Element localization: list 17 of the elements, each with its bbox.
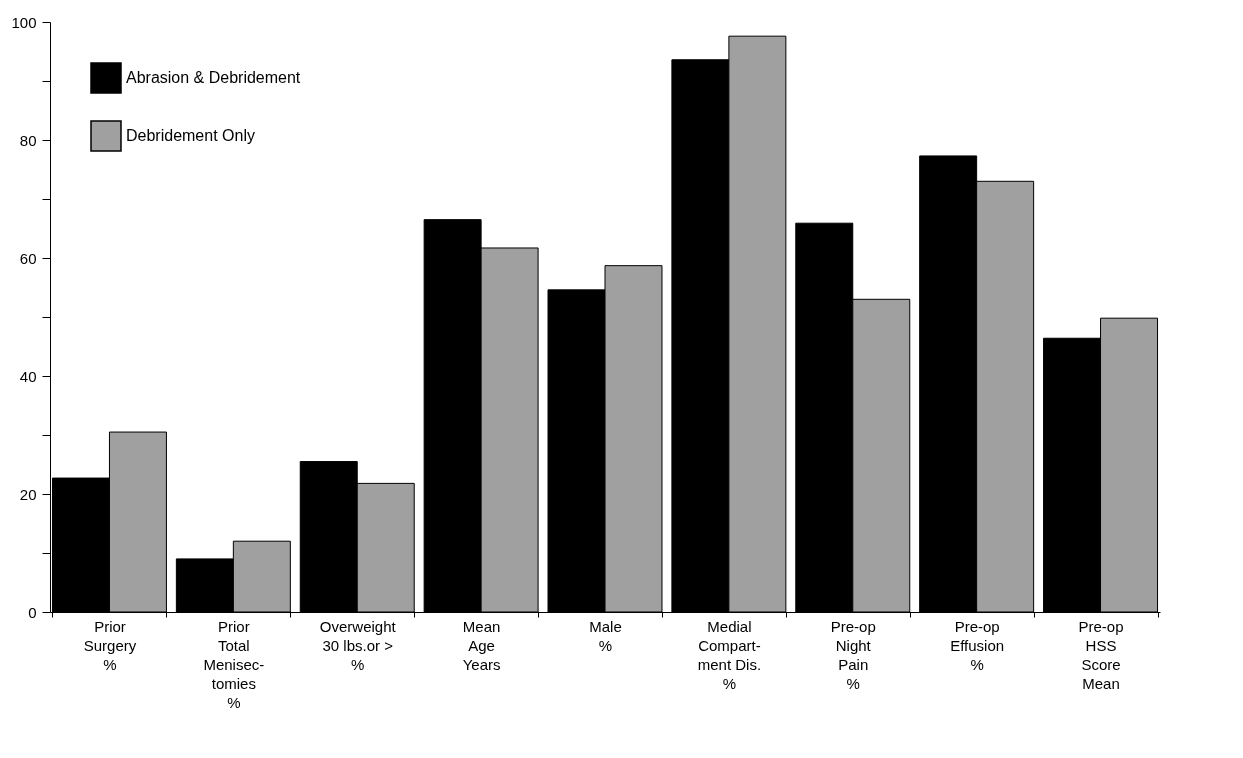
- x-tick-label: Medial Compart- ment Dis. %: [697, 617, 762, 692]
- legend-label: Debridement Only: [126, 127, 255, 144]
- legend-label: Abrasion & Debridement: [126, 69, 301, 86]
- x-tick-label: Overweight 30 lbs.or > %: [319, 617, 397, 673]
- y-tick-label: 80: [19, 131, 37, 149]
- y-tick-label: 0: [28, 603, 37, 621]
- x-tick-label: Prior Surgery %: [83, 617, 137, 673]
- x-tick-label: Pre-op HSS Score Mean: [1078, 617, 1124, 692]
- y-tick-label: 40: [19, 367, 37, 385]
- x-tick-label: Pre-op Night Pain %: [830, 617, 876, 692]
- y-tick-label: 20: [19, 485, 37, 503]
- x-tick-label: Male %: [589, 617, 622, 654]
- x-tick-label: Mean Age Years: [462, 617, 501, 673]
- x-tick-label: Pre-op Effusion %: [950, 617, 1005, 673]
- x-tick-label: Prior Total Menisec- tomies %: [203, 617, 265, 711]
- y-tick-label: 60: [19, 249, 37, 267]
- y-tick-label: 100: [11, 13, 37, 31]
